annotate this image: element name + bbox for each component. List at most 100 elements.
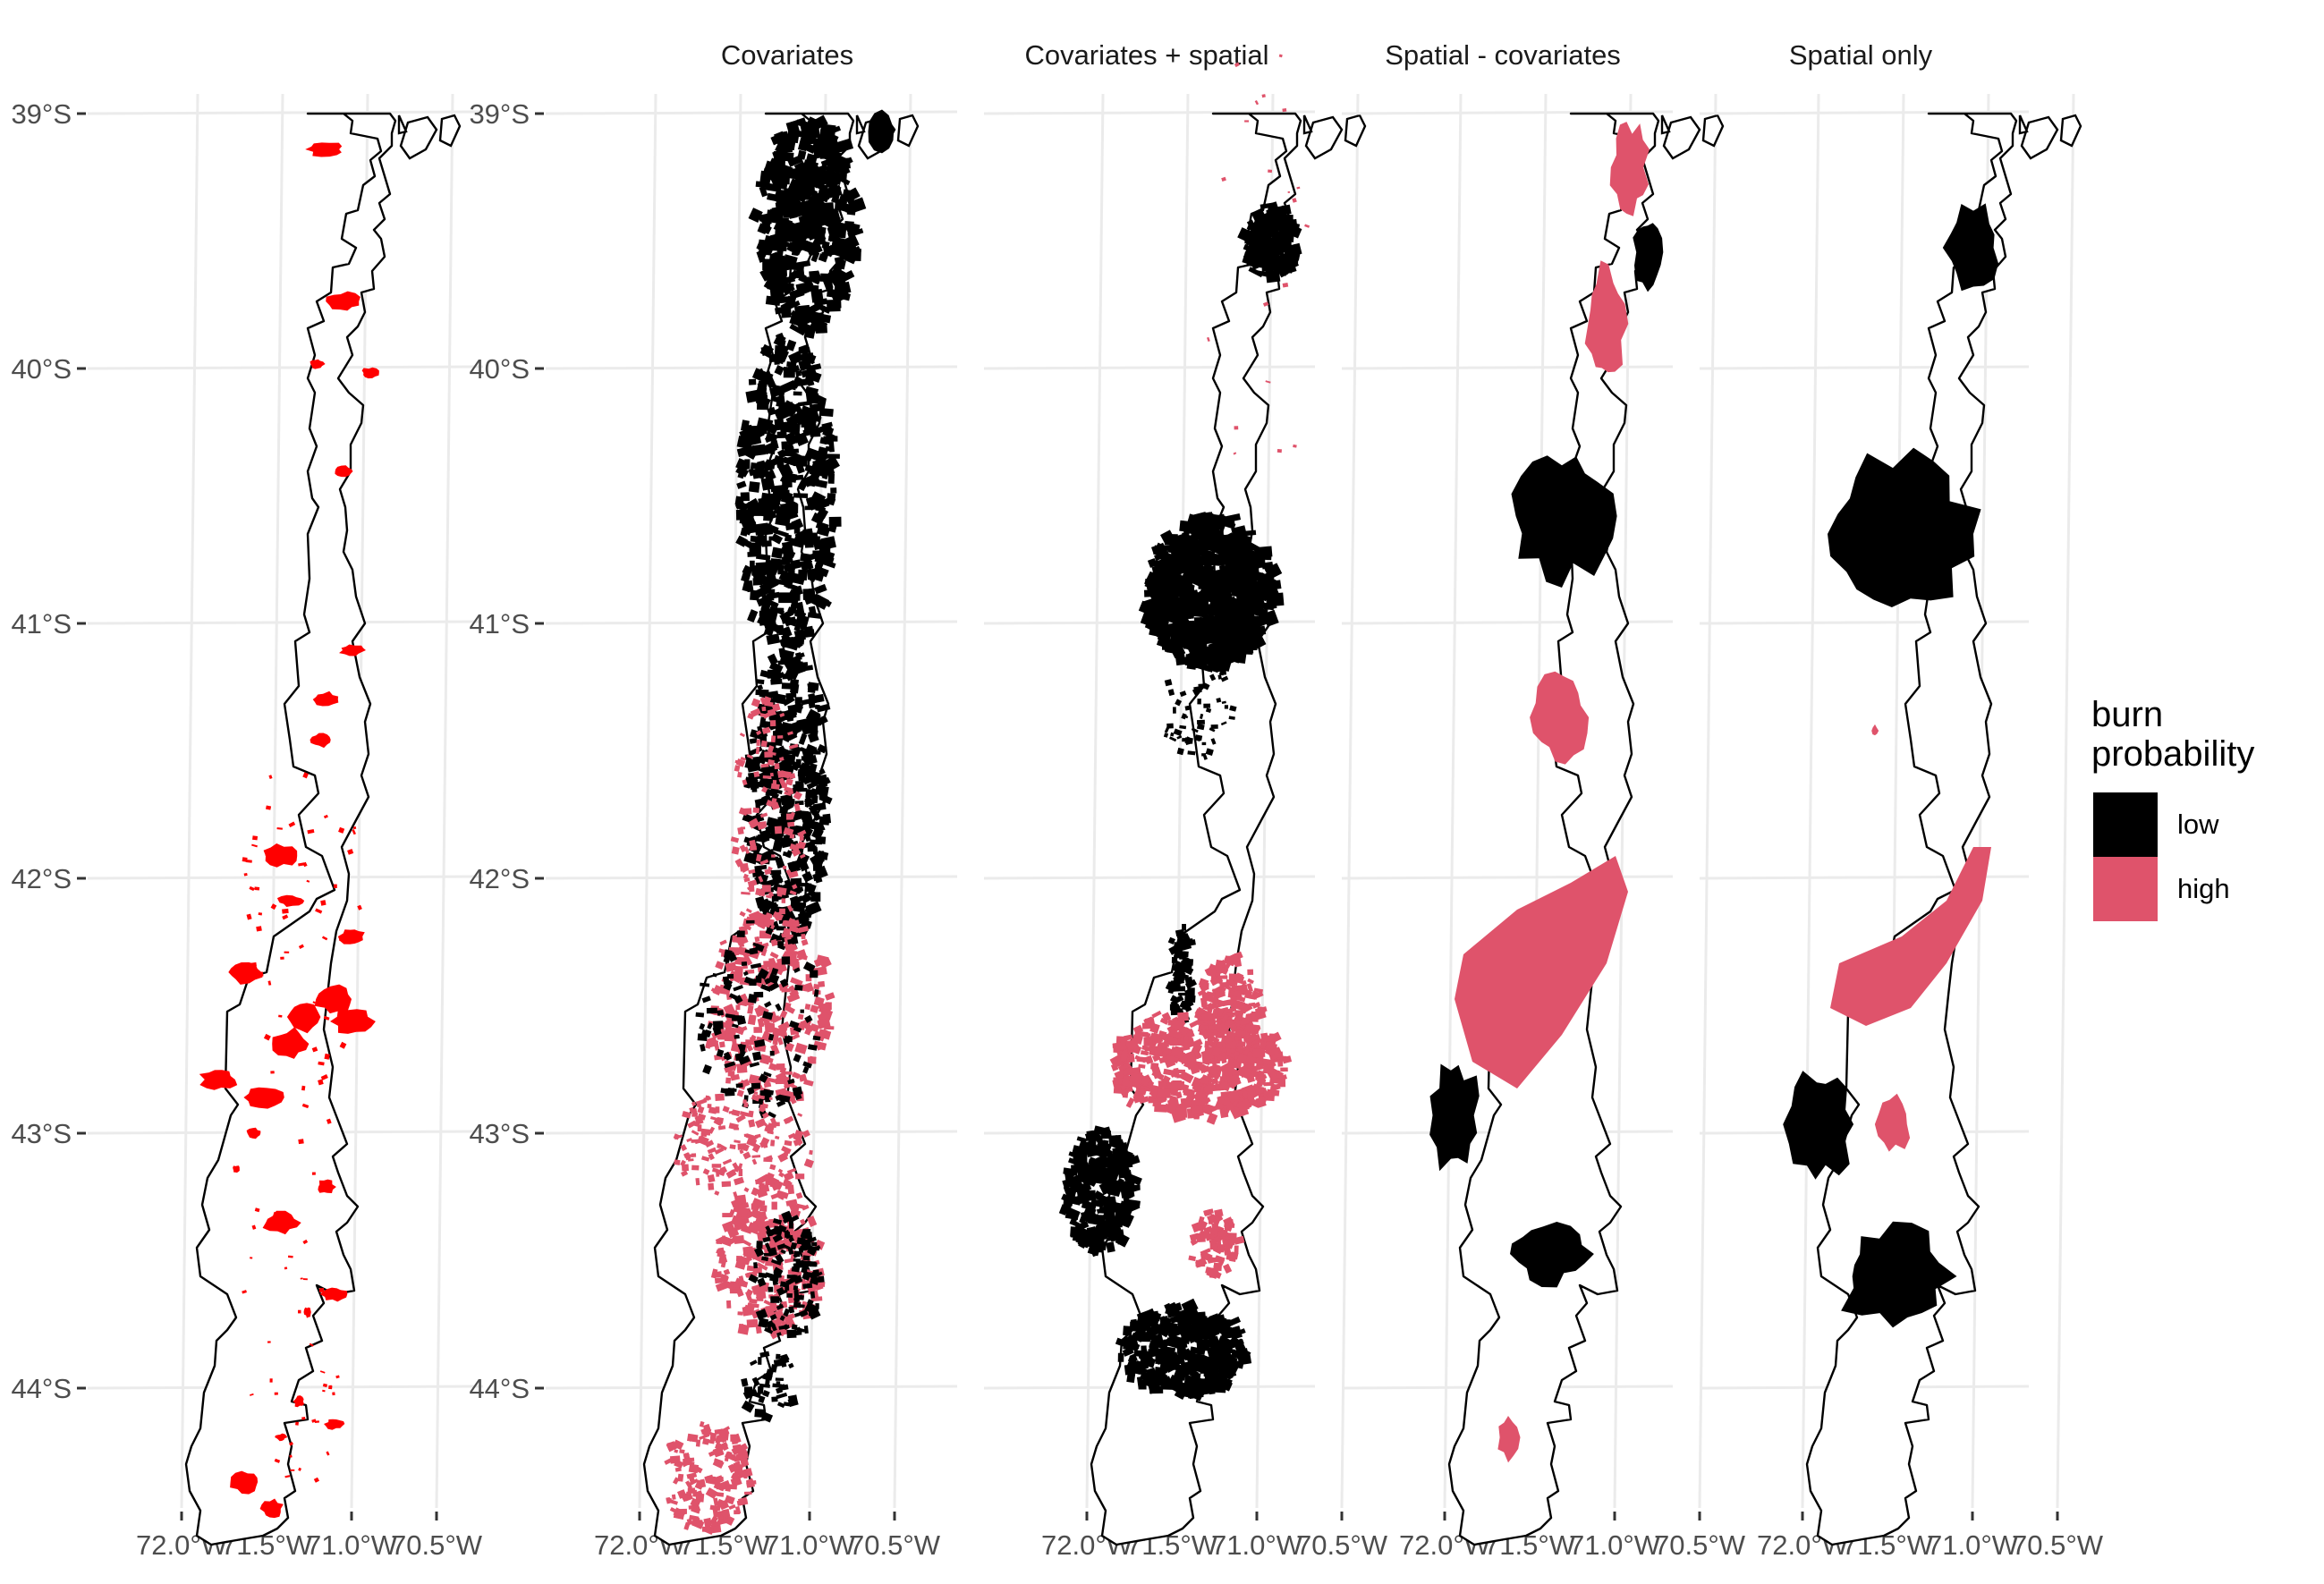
low-prob-cell — [771, 692, 786, 705]
low-prob-cell — [786, 137, 797, 151]
low-prob-cell — [739, 428, 752, 441]
lat-gridline — [545, 620, 958, 625]
low-prob-cell — [780, 451, 796, 457]
low-prob-cell — [1265, 269, 1281, 284]
high-prob-cell — [817, 1002, 825, 1010]
low-prob-cell — [806, 552, 820, 562]
high-prob-cell — [1134, 1031, 1149, 1038]
low-prob-cell — [1206, 623, 1217, 634]
high-prob-cell — [1282, 282, 1289, 288]
low-prob-cell — [790, 690, 797, 698]
high-prob-cell — [761, 726, 771, 734]
high-prob-cell — [1277, 1058, 1284, 1067]
low-prob-cell — [785, 582, 800, 592]
high-prob-cell — [739, 1026, 748, 1032]
low-prob-cell — [793, 1311, 802, 1317]
high-prob-cell — [748, 1110, 754, 1118]
high-prob-cell — [781, 987, 791, 993]
high-prob-cell — [774, 763, 780, 770]
low-prob-cell — [767, 376, 776, 386]
low-prob-cell — [1128, 1202, 1137, 1211]
low-prob-cell — [790, 721, 800, 730]
low-prob-cell — [767, 653, 779, 665]
low-prob-cell — [786, 1293, 793, 1298]
lake-outline — [2020, 115, 2059, 160]
low-prob-cell — [803, 127, 820, 140]
low-prob-cell — [756, 757, 767, 765]
observed-burn-fleck — [242, 1290, 247, 1294]
y-tick-label: 42°S — [11, 863, 72, 894]
observed-burn-fleck — [280, 956, 284, 960]
low-prob-cell — [1187, 987, 1195, 996]
low-prob-cell — [1176, 747, 1184, 756]
low-prob-cell — [805, 363, 822, 372]
low-prob-cell — [736, 446, 749, 457]
low-prob-cell — [1148, 577, 1160, 586]
high-prob-cell — [1207, 336, 1210, 343]
high-prob-cell — [1120, 1050, 1128, 1062]
low-prob-cell — [757, 1385, 764, 1394]
low-prob-cell — [1070, 1226, 1081, 1238]
lat-gridline — [1341, 365, 1674, 370]
strip-label: Covariates + spatial — [1024, 39, 1268, 71]
y-tick-label: 39°S — [469, 98, 530, 130]
high-prob-cell — [801, 934, 806, 940]
legend-title-line1: burn — [2091, 695, 2163, 734]
low-prob-cell — [819, 436, 828, 445]
low-prob-cell — [801, 821, 809, 832]
low-prob-cell — [1169, 985, 1175, 990]
observed-burn-patch — [339, 644, 366, 656]
observed-burn-fleck — [249, 885, 255, 892]
low-prob-cell — [770, 251, 780, 263]
low-prob-cell — [1200, 1361, 1212, 1374]
low-prob-cell — [771, 1396, 778, 1402]
observed-burn-fleck — [288, 1441, 294, 1446]
high-prob-cell — [764, 701, 774, 707]
low-prob-cell — [845, 224, 856, 234]
low-prob-cell — [762, 224, 772, 235]
region-group — [1429, 112, 1725, 1546]
y-tick-label: 40°S — [11, 353, 72, 385]
observed-burn-fleck — [357, 904, 362, 911]
low-prob-cell — [767, 406, 776, 416]
observed-burn-fleck — [328, 1385, 333, 1390]
high-prob-cell — [767, 708, 776, 716]
low-prob-cell — [793, 1285, 799, 1291]
low-prob-cell — [1071, 1212, 1078, 1222]
low-prob-cell — [798, 733, 808, 746]
low-prob-cell — [765, 856, 779, 861]
low-prob-cell — [735, 1083, 743, 1088]
low-prob-cell — [1164, 726, 1170, 733]
lake-outline — [855, 114, 866, 135]
high-prob-cell — [1217, 975, 1228, 979]
low-prob-cell — [758, 1272, 768, 1279]
lake-outline — [399, 115, 438, 160]
high-prob-cell — [695, 1439, 701, 1447]
low-prob-cell — [780, 426, 794, 434]
high-prob-cell — [784, 771, 792, 775]
low-prob-cell — [776, 198, 788, 206]
x-tick-label: 70.5°W — [2012, 1529, 2104, 1561]
low-prob-cell — [1123, 1342, 1137, 1351]
legend-swatch-high — [2093, 857, 2158, 921]
low-prob-cell — [1182, 532, 1190, 539]
high-prob-cell — [770, 783, 780, 790]
low-prob-cell — [810, 852, 825, 868]
low-prob-cell — [769, 869, 782, 876]
lon-gridline — [2056, 93, 2075, 1509]
observed-burn-patch — [318, 1179, 336, 1193]
high-prob-blob — [1455, 856, 1628, 1088]
observed-burn-fleck — [298, 1309, 301, 1314]
low-prob-cell — [815, 835, 827, 844]
lake-outline — [1302, 114, 1313, 135]
high-prob-cell — [1125, 1097, 1135, 1108]
x-tick-label: 70.5°W — [391, 1529, 483, 1561]
observed-burn-patch — [199, 1070, 238, 1090]
high-prob-cell — [797, 1013, 804, 1021]
high-prob-cell — [799, 834, 804, 841]
low-prob-cell — [812, 811, 821, 821]
high-prob-cell — [797, 829, 807, 837]
high-prob-cell — [777, 770, 785, 778]
low-prob-cell — [796, 1237, 806, 1245]
lake-outline — [1660, 114, 1671, 135]
